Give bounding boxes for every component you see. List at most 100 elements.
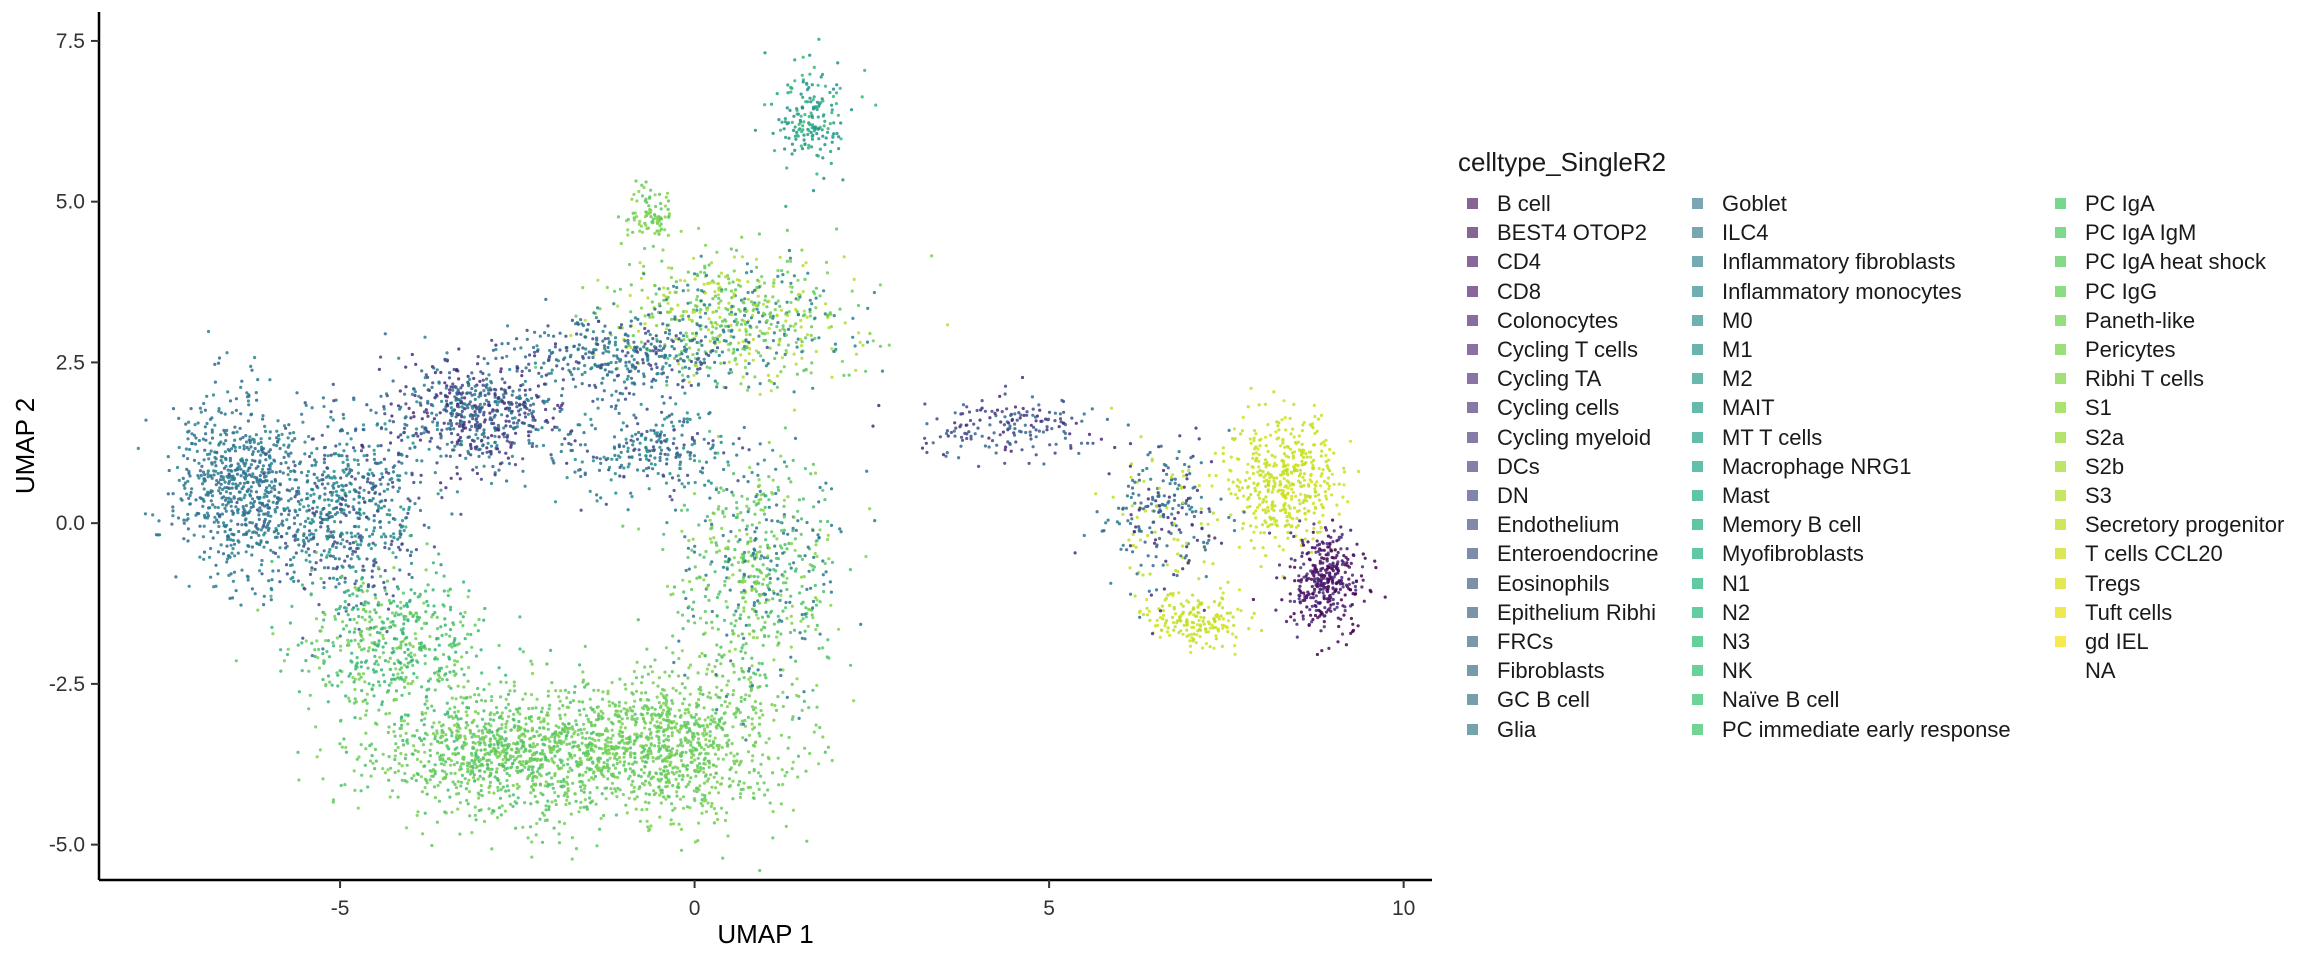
scatter-point xyxy=(799,517,804,521)
scatter-point xyxy=(472,773,476,777)
scatter-point xyxy=(486,766,490,770)
scatter-point xyxy=(435,751,440,755)
scatter-point xyxy=(183,481,187,485)
scatter-point xyxy=(263,429,268,433)
scatter-point xyxy=(775,503,779,507)
scatter-point xyxy=(721,856,725,860)
scatter-point xyxy=(703,483,707,487)
scatter-point xyxy=(210,462,214,466)
scatter-point xyxy=(574,847,579,851)
scatter-point xyxy=(272,484,276,488)
scatter-point xyxy=(560,407,564,411)
scatter-point xyxy=(234,397,238,401)
scatter-point xyxy=(388,513,392,517)
scatter-point xyxy=(216,506,220,510)
scatter-point xyxy=(343,580,347,584)
scatter-point xyxy=(399,600,403,604)
scatter-point xyxy=(596,705,600,709)
scatter-point xyxy=(300,583,304,587)
scatter-point xyxy=(217,481,221,485)
scatter-point xyxy=(482,435,487,439)
scatter-point xyxy=(318,494,322,498)
scatter-point xyxy=(253,592,257,596)
scatter-point xyxy=(403,779,407,783)
scatter-point xyxy=(758,716,762,720)
scatter-point xyxy=(259,440,263,445)
scatter-point xyxy=(382,407,386,411)
scatter-point xyxy=(689,749,694,753)
scatter-point xyxy=(466,435,470,439)
scatter-point xyxy=(331,490,335,494)
scatter-point xyxy=(282,443,286,447)
scatter-point xyxy=(348,470,352,475)
scatter-point xyxy=(414,431,418,435)
scatter-point xyxy=(695,576,699,580)
scatter-point xyxy=(624,803,628,807)
scatter-point xyxy=(725,811,729,815)
scatter-point xyxy=(345,454,349,458)
scatter-point xyxy=(357,627,361,631)
scatter-point xyxy=(462,415,466,419)
scatter-point xyxy=(781,704,785,709)
scatter-point xyxy=(315,476,319,480)
scatter-point xyxy=(389,542,393,547)
scatter-point xyxy=(815,705,819,709)
scatter-point xyxy=(421,832,425,836)
scatter-point xyxy=(633,699,637,703)
scatter-point xyxy=(372,519,376,523)
scatter-point xyxy=(308,572,313,577)
scatter-point xyxy=(500,711,504,715)
scatter-point xyxy=(761,508,765,512)
scatter-point xyxy=(449,424,453,428)
scatter-point xyxy=(640,808,644,812)
scatter-point xyxy=(424,589,428,593)
scatter-point xyxy=(269,594,273,598)
scatter-point xyxy=(322,549,326,553)
scatter-point xyxy=(418,438,422,442)
scatter-point xyxy=(483,393,487,397)
scatter-point xyxy=(573,792,577,796)
scatter-point xyxy=(704,621,709,625)
scatter-point xyxy=(622,751,627,755)
scatter-point xyxy=(771,478,775,482)
scatter-point xyxy=(671,651,675,655)
scatter-point xyxy=(816,533,820,537)
scatter-point xyxy=(322,461,326,465)
scatter-point xyxy=(270,480,274,484)
scatter-point xyxy=(428,769,432,773)
scatter-point xyxy=(738,538,742,542)
scatter-point xyxy=(464,742,469,746)
scatter-point xyxy=(535,697,539,701)
scatter-point xyxy=(510,402,514,406)
scatter-point xyxy=(269,514,273,518)
scatter-point xyxy=(260,558,264,563)
scatter-point xyxy=(430,725,434,729)
scatter-point xyxy=(499,737,503,741)
scatter-point xyxy=(237,490,241,494)
scatter-point xyxy=(488,411,492,415)
scatter-point xyxy=(397,356,401,360)
scatter-point xyxy=(439,762,443,766)
scatter-point xyxy=(490,847,494,851)
scatter-point xyxy=(311,581,315,585)
scatter-point xyxy=(771,771,775,775)
scatter-point xyxy=(323,498,327,502)
scatter-point xyxy=(654,791,658,795)
scatter-point xyxy=(802,699,807,704)
scatter-point xyxy=(170,522,174,526)
scatter-point xyxy=(457,405,461,409)
scatter-point xyxy=(742,636,746,641)
scatter-point xyxy=(292,516,297,520)
scatter-point xyxy=(445,427,449,431)
scatter-point xyxy=(186,539,190,543)
scatter-point xyxy=(440,731,444,735)
scatter-point xyxy=(779,802,783,806)
scatter-point xyxy=(504,424,508,428)
scatter-point xyxy=(368,633,372,637)
scatter-point xyxy=(351,541,356,545)
scatter-point xyxy=(239,603,243,607)
scatter-point xyxy=(693,544,697,548)
scatter-point xyxy=(423,764,427,768)
scatter-point xyxy=(210,416,214,420)
scatter-point xyxy=(158,533,162,537)
